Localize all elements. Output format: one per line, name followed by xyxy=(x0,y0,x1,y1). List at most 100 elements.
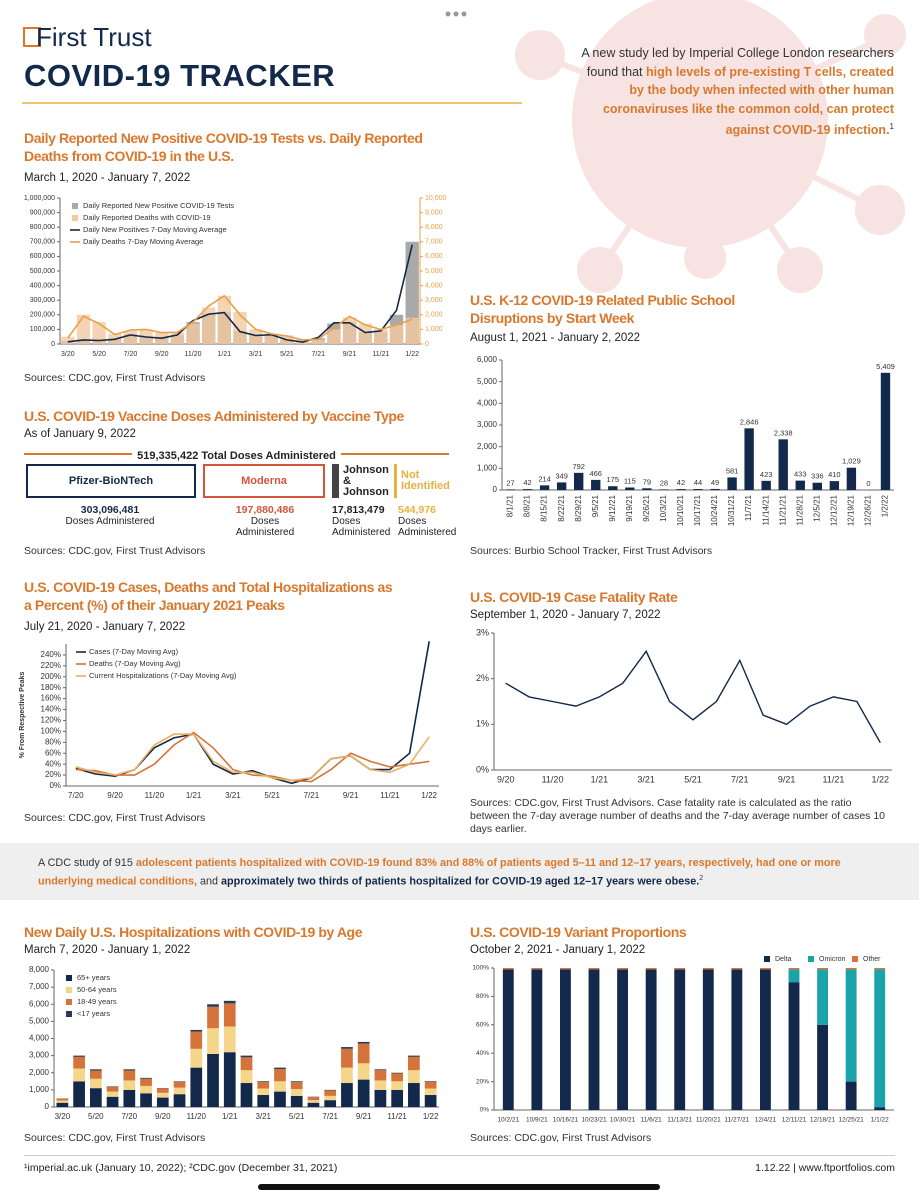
bar xyxy=(374,1080,387,1090)
x-tick-label: 1/21 xyxy=(186,791,202,800)
vaccine-count: 303,096,481 Doses Administered xyxy=(60,505,160,528)
footnote-ref: 2 xyxy=(699,875,704,882)
chart-subtitle: March 7, 2020 - January 1, 2022 xyxy=(24,944,191,956)
bar xyxy=(106,1086,119,1092)
x-tick-label: 7/21 xyxy=(322,1112,338,1121)
x-tick-label: 7/20 xyxy=(122,1112,138,1121)
bar xyxy=(424,1088,437,1096)
x-tick-label: 9/19/21 xyxy=(625,494,634,521)
decoration xyxy=(22,0,906,293)
x-tick-label: 3/21 xyxy=(637,774,655,784)
x-tick-label: 11/20 xyxy=(185,351,202,358)
bar xyxy=(588,969,600,1110)
x-tick-label: 11/20 xyxy=(145,791,165,800)
bar xyxy=(170,332,185,344)
x-tick-label: 10/30/21 xyxy=(610,1117,636,1124)
x-tick-label: 5/21 xyxy=(289,1112,305,1121)
legend-swatch xyxy=(764,956,770,962)
bar xyxy=(812,482,822,490)
bar xyxy=(274,1068,286,1082)
vaccine-count: 544,976 Doses Administered xyxy=(398,505,456,539)
y2-tick-label: 8,000 xyxy=(425,224,443,231)
x-tick-label: 9/26/21 xyxy=(642,494,651,521)
section-subtitle: As of January 9, 2022 xyxy=(24,428,136,440)
x-tick-label: 1/21 xyxy=(591,774,609,784)
x-tick-label: 3/21 xyxy=(225,791,241,800)
x-tick-label: 5/21 xyxy=(684,774,702,784)
x-tick-label: 1/22 xyxy=(872,774,890,784)
y2-tick-label: 2,000 xyxy=(425,312,443,319)
y2-tick-label: 5,000 xyxy=(425,268,443,275)
bar xyxy=(710,488,720,490)
legend-swatch xyxy=(808,956,814,962)
x-tick-label: 10/10/21 xyxy=(676,494,685,526)
y-tick-label: 300,000 xyxy=(30,297,55,304)
bar xyxy=(190,1048,203,1068)
y-tick-label: 60% xyxy=(45,748,61,757)
chart-title: New Daily U.S. Hospitalizations with COV… xyxy=(24,924,363,940)
y-tick-label: 100,000 xyxy=(30,326,55,333)
bar xyxy=(274,1067,286,1069)
x-tick-label: 7/21 xyxy=(304,791,320,800)
bar xyxy=(531,969,543,1110)
legend-swatch xyxy=(66,999,72,1005)
x-tick-label: 3/20 xyxy=(61,351,75,358)
legend-label: Delta xyxy=(775,956,791,963)
dot xyxy=(461,11,467,17)
doses-label: Doses Administered xyxy=(65,516,155,527)
bar xyxy=(89,1070,102,1079)
bar xyxy=(617,969,628,1110)
x-tick-label: 9/20 xyxy=(155,1112,171,1121)
doses-label: Doses Administered xyxy=(332,516,391,538)
y-tick-label: 240% xyxy=(41,650,61,659)
chart: 0 100,000 200,000 300,000 400,000 500,000 600,… xyxy=(24,195,447,358)
y-tick-label: 80% xyxy=(476,993,489,1000)
banner-highlight: adolescent patients hospitalized with CO… xyxy=(38,857,841,888)
bar xyxy=(817,1024,828,1110)
bar xyxy=(240,1057,253,1071)
vaccine-count: 17,813,479 Doses Administered xyxy=(332,505,392,539)
bar xyxy=(257,1088,270,1096)
x-tick-label: 11/20 xyxy=(187,1112,207,1121)
y-tick-label: 6,000 xyxy=(29,999,50,1008)
bar xyxy=(591,479,601,490)
banner-text: and xyxy=(199,875,218,888)
doses: 197,880,486 xyxy=(235,504,295,516)
bar xyxy=(156,1092,169,1098)
bar xyxy=(560,968,571,970)
x-tick-label: 7/20 xyxy=(68,791,84,800)
section-title: U.S. COVID-19 Vaccine Doses Administered… xyxy=(24,408,404,424)
bar xyxy=(324,1100,337,1107)
chart-source: Sources: CDC.gov, First Trust Advisors xyxy=(24,812,206,824)
logo: First Trust xyxy=(36,22,152,52)
y-tick-label: 2% xyxy=(476,673,489,683)
y-tick-label: 220% xyxy=(41,661,61,670)
y-tick-label: 20% xyxy=(45,770,61,779)
chart-subtitle: July 21, 2020 - January 7, 2022 xyxy=(24,621,186,633)
x-tick-label: 9/12/21 xyxy=(608,494,617,521)
value-label: 466 xyxy=(589,469,602,478)
bar xyxy=(424,1095,437,1107)
total: 519,335,422 Total Doses Administered xyxy=(24,446,449,464)
bar xyxy=(502,969,514,1110)
bar xyxy=(341,1048,353,1068)
bar xyxy=(123,330,138,344)
y-tick-label: 600,000 xyxy=(30,253,55,260)
x-tick-label: 1/21 xyxy=(222,1112,238,1121)
virus-graphic xyxy=(515,0,906,293)
value-label: 42 xyxy=(677,478,685,487)
value-label: 410 xyxy=(828,470,841,479)
bar xyxy=(617,968,628,970)
x-tick-label: 10/9/21 xyxy=(526,1117,548,1124)
chart-source: Sources: Burbio School Tracker, First Tr… xyxy=(470,545,713,557)
bar xyxy=(760,968,771,970)
x-tick-label: 11/13/21 xyxy=(667,1117,692,1124)
y-tick-label: 0% xyxy=(49,781,61,790)
dot xyxy=(453,11,459,17)
banner-text: A CDC study of 915 xyxy=(38,857,133,869)
y-tick-label: 120% xyxy=(41,716,61,725)
bar xyxy=(61,336,75,344)
x-tick-label: 11/7/21 xyxy=(744,494,753,521)
y-tick-label: 700,000 xyxy=(30,239,55,246)
